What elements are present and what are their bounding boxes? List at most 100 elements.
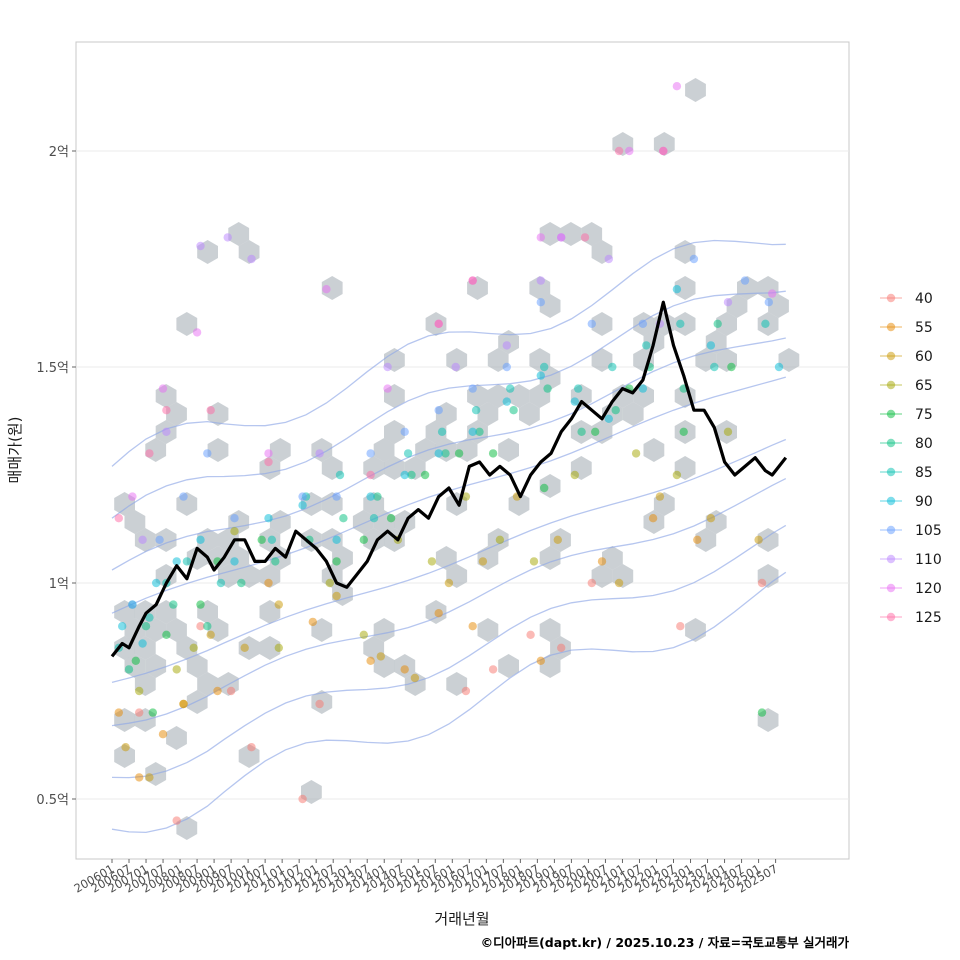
scatter-point-80 bbox=[203, 622, 212, 631]
hexbin-cell bbox=[114, 636, 135, 660]
hexbin-cell bbox=[176, 636, 198, 660]
scatter-point-80 bbox=[124, 665, 134, 674]
scatter-point-120 bbox=[768, 289, 777, 298]
legend: 40 55 60 65 75 80 85 90 105 110 120 125 bbox=[880, 291, 942, 626]
legend-label: 110 bbox=[915, 552, 942, 568]
scatter-point-110 bbox=[162, 427, 171, 436]
scatter-point-65 bbox=[495, 535, 505, 544]
hexbin-cell bbox=[591, 312, 613, 336]
legend-label: 105 bbox=[915, 523, 942, 539]
scatter-point-80 bbox=[509, 406, 518, 415]
hexbin-cell bbox=[633, 384, 654, 408]
legend-key-point bbox=[886, 438, 896, 448]
scatter-point-55 bbox=[308, 617, 317, 627]
scatter-point-90 bbox=[196, 535, 205, 544]
scatter-point-60 bbox=[754, 535, 763, 544]
scatter-point-80 bbox=[475, 427, 484, 436]
legend-key-point bbox=[886, 467, 896, 477]
scatter-point-105 bbox=[536, 298, 545, 307]
scatter-point-90 bbox=[298, 501, 307, 510]
scatter-point-40 bbox=[557, 643, 566, 652]
scatter-point-75 bbox=[332, 557, 341, 566]
hexbin-cell bbox=[716, 312, 737, 336]
scatter-point-90 bbox=[366, 492, 375, 501]
hexbin-cell bbox=[498, 654, 519, 678]
scatter-point-60 bbox=[478, 557, 488, 566]
scatter-point-90 bbox=[118, 622, 127, 631]
hexbin-cell bbox=[145, 618, 167, 642]
scatter-point-90 bbox=[172, 557, 181, 566]
scatter-point-110 bbox=[247, 254, 256, 264]
scatter-point-120 bbox=[264, 449, 273, 458]
scatter-point-60 bbox=[410, 673, 420, 683]
scatter-point-110 bbox=[138, 535, 147, 544]
scatter-point-65 bbox=[359, 630, 368, 639]
hexbin-cell bbox=[560, 222, 582, 246]
scatter-point-40 bbox=[526, 630, 535, 639]
scatter-point-80 bbox=[169, 600, 178, 609]
scatter-point-105 bbox=[366, 449, 375, 458]
hexbin-cell bbox=[186, 654, 208, 678]
caption: ©디아파트(dapt.kr) / 2025.10.23 / 자료=국토교통부 실… bbox=[481, 935, 850, 950]
hexbin-cell bbox=[757, 528, 779, 552]
scatter-point-55 bbox=[693, 535, 702, 544]
scatter-point-40 bbox=[247, 743, 256, 752]
scatter-point-65 bbox=[723, 427, 733, 436]
hexbin-cell bbox=[477, 402, 499, 426]
scatter-point-65 bbox=[672, 470, 682, 480]
legend-label: 65 bbox=[915, 378, 933, 394]
legend-label: 40 bbox=[915, 291, 933, 307]
scatter-point-60 bbox=[655, 492, 665, 501]
hexbin-cell bbox=[643, 438, 665, 462]
scatter-point-120 bbox=[383, 384, 392, 393]
scatter-point-90 bbox=[400, 470, 409, 480]
hexbin-cell bbox=[155, 528, 177, 552]
scatter-point-65 bbox=[230, 527, 239, 536]
scatter-point-55 bbox=[366, 656, 375, 665]
scatter-point-75 bbox=[727, 362, 736, 372]
scatter-point-60 bbox=[444, 578, 454, 588]
y-tick-label: 1억 bbox=[49, 577, 69, 592]
scatter-point-85 bbox=[676, 319, 685, 328]
density-contour bbox=[111, 290, 786, 519]
scatter-point-60 bbox=[206, 630, 215, 639]
hexbin-cell bbox=[653, 132, 675, 156]
hexbin-cell bbox=[591, 564, 613, 588]
scatter-point-85 bbox=[216, 578, 226, 588]
hexbin-cell bbox=[228, 222, 250, 246]
scatter-point-65 bbox=[274, 643, 283, 652]
legend-label: 60 bbox=[915, 349, 933, 365]
scatter-point-65 bbox=[189, 643, 198, 652]
y-axis: 0.5억 1억 1.5억 2억 bbox=[36, 145, 76, 808]
scatter-point-85 bbox=[403, 449, 413, 458]
hexbin-cell bbox=[674, 312, 696, 336]
scatter-point-105 bbox=[230, 514, 239, 523]
legend-key-point bbox=[886, 409, 896, 419]
scatter-point-40 bbox=[196, 622, 205, 631]
scatter-point-110 bbox=[723, 298, 733, 307]
scatter-point-90 bbox=[152, 578, 161, 588]
scatter-point-55 bbox=[597, 557, 607, 566]
hexbin-cell bbox=[539, 294, 561, 318]
scatter-point-105 bbox=[689, 254, 699, 264]
hexbin-cell bbox=[207, 438, 229, 462]
hexbin-cell bbox=[155, 564, 177, 588]
scatter-point-110 bbox=[502, 341, 511, 350]
x-axis-title: 거래년월 bbox=[434, 910, 489, 928]
scatter-point-125 bbox=[468, 276, 477, 285]
scatter-point-120 bbox=[557, 233, 566, 242]
scatter-point-110 bbox=[604, 254, 613, 264]
scatter-point-85 bbox=[710, 362, 719, 372]
hexbin-cell bbox=[685, 618, 706, 642]
scatter-point-120 bbox=[625, 146, 634, 156]
hexbin-cell bbox=[269, 438, 291, 462]
scatter-point-60 bbox=[614, 578, 624, 588]
scatter-points bbox=[114, 82, 784, 825]
legend-label: 80 bbox=[915, 436, 933, 452]
scatter-point-80 bbox=[373, 492, 382, 501]
scatter-point-80 bbox=[713, 319, 722, 328]
scatter-point-60 bbox=[706, 514, 716, 523]
scatter-point-110 bbox=[536, 276, 545, 285]
scatter-point-40 bbox=[587, 578, 596, 588]
